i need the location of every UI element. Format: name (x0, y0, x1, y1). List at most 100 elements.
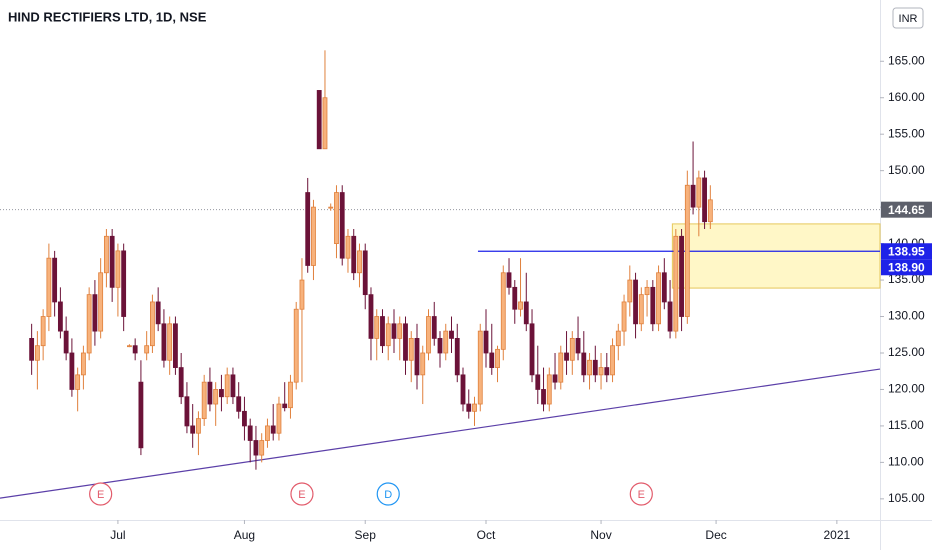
candle-body (483, 330, 489, 354)
price-label-box (881, 201, 932, 218)
candle-body (46, 257, 52, 317)
candle-body (690, 184, 696, 208)
x-tick-label: Jul (110, 528, 125, 542)
y-tick-label: 150.00 (888, 163, 925, 177)
candle-body (167, 323, 173, 361)
candle-body (546, 374, 552, 405)
candle-body (621, 301, 627, 332)
candle-body (52, 257, 58, 303)
candle-body (575, 338, 581, 354)
candle-body (414, 338, 420, 376)
candle-body (523, 301, 529, 325)
candle-body (351, 235, 357, 274)
candle-body (489, 352, 495, 368)
candle-body (270, 425, 276, 434)
candle-body (115, 250, 121, 288)
candle-body (92, 294, 98, 332)
candle-body (40, 316, 46, 347)
candle-body (598, 367, 604, 376)
y-tick-label: 120.00 (888, 382, 925, 396)
candle-body (541, 389, 546, 405)
candle-body (276, 403, 282, 434)
candle-body (150, 301, 155, 347)
y-tick-label: 155.00 (888, 126, 925, 140)
x-tick-label: 2021 (824, 528, 851, 542)
candle-body (201, 381, 207, 420)
candle-body (161, 323, 167, 361)
candle-body (57, 301, 63, 332)
y-tick-label: 160.00 (888, 90, 925, 104)
candle-body (368, 294, 374, 339)
candle-body (34, 345, 40, 361)
candle-body (397, 323, 403, 339)
candle-body (98, 272, 104, 332)
candle-body (196, 418, 201, 434)
candle-body (322, 97, 328, 150)
candle-body (529, 323, 535, 376)
y-tick-label: 165.00 (888, 53, 925, 67)
candle-body (702, 177, 707, 223)
candle-body (564, 352, 569, 361)
candle-body (644, 286, 650, 296)
price-label: 138.95 (888, 244, 925, 258)
price-label: 144.65 (888, 203, 925, 217)
candle-body (155, 301, 161, 325)
candle-body (707, 199, 713, 223)
candle-body (587, 359, 592, 376)
chart-title: HIND RECTIFIERS LTD, 1D, NSE (8, 9, 207, 24)
candle-body (656, 272, 661, 325)
candle-body (207, 381, 213, 405)
candle-body (650, 286, 656, 325)
event-marker (89, 482, 113, 506)
candle-body (144, 345, 150, 354)
candle-body (391, 323, 397, 339)
candle-body (437, 338, 443, 354)
candle-body (29, 338, 35, 361)
candle-body (63, 330, 69, 354)
candle-body (293, 308, 299, 383)
candle-body (339, 192, 345, 259)
candle-body (357, 250, 362, 274)
y-tick-label: 105.00 (888, 491, 925, 505)
candle-body (615, 330, 621, 347)
candle-body (454, 338, 460, 376)
candle-body (408, 338, 414, 361)
y-tick-label: 115.00 (888, 418, 924, 432)
candle-body (604, 367, 610, 376)
x-tick-label: Aug (234, 528, 255, 542)
price-label-box (881, 243, 932, 260)
candle-body (288, 381, 293, 409)
event-label: E (97, 489, 104, 501)
event-marker (290, 482, 314, 506)
candle-body (259, 440, 265, 456)
event-marker (629, 482, 653, 506)
candle-body (132, 345, 138, 354)
candle-body (638, 294, 644, 325)
candle-body (224, 374, 230, 398)
candle-body (121, 250, 127, 317)
candle-body (345, 235, 351, 259)
candle-body (633, 279, 638, 325)
candle-body (512, 286, 518, 310)
candle-body (506, 272, 512, 288)
candle-body (282, 403, 288, 409)
candle-body (305, 192, 311, 266)
candle-body (242, 410, 247, 427)
candle-body (472, 403, 477, 412)
candle-body (420, 352, 426, 376)
candle-body (86, 294, 92, 354)
x-tick-label: Dec (705, 528, 726, 542)
price-label: 138.90 (888, 260, 925, 274)
candle-body (673, 235, 679, 332)
candle-body (518, 301, 523, 310)
candle-body (466, 403, 472, 412)
candle-body (552, 374, 558, 383)
candle-body (403, 323, 408, 361)
candle-body (679, 235, 684, 317)
candle-body (184, 396, 190, 427)
y-tick-label: 130.00 (888, 309, 925, 323)
x-tick-label: Nov (590, 528, 611, 542)
candle-body (80, 352, 86, 376)
candle-body (426, 316, 431, 354)
